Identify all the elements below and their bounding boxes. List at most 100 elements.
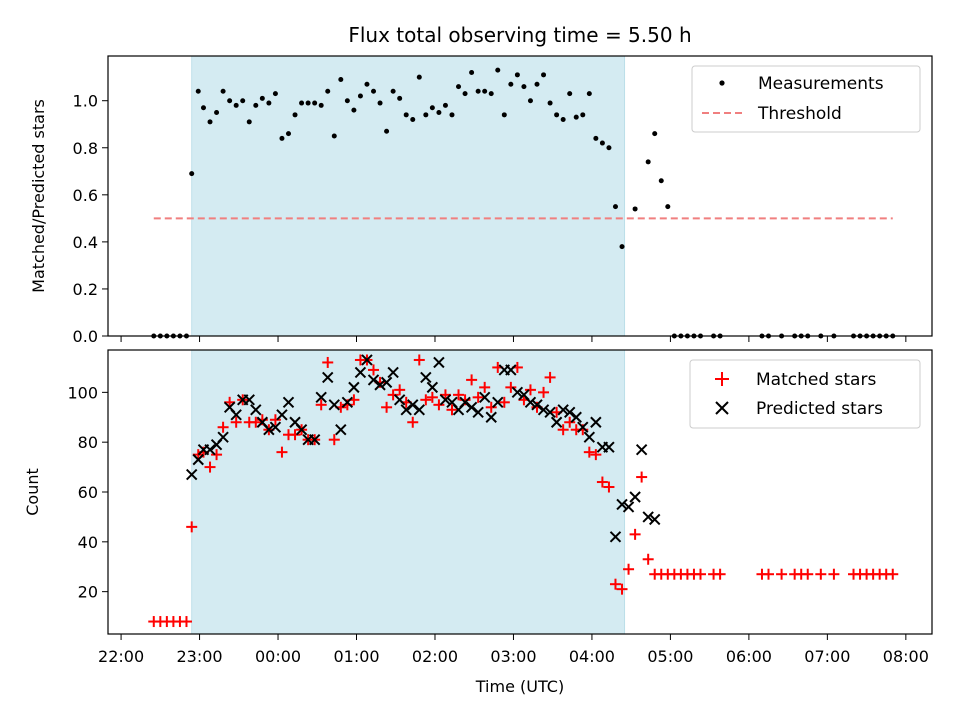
matched-star-point — [322, 356, 334, 368]
predicted-x-b — [433, 356, 445, 369]
predicted-star-point — [459, 396, 471, 409]
measurement-point — [514, 72, 520, 78]
top-y-axis-label: Matched/Predicted stars — [29, 99, 48, 293]
predicted-x-b — [295, 424, 308, 436]
predicted-star-point — [230, 409, 242, 421]
matched-star-point — [217, 421, 229, 433]
predicted-x-b — [544, 406, 556, 418]
matched-star-point — [466, 374, 478, 386]
measurement-point — [416, 74, 422, 80]
matched-star-point — [413, 354, 425, 366]
matched-star-point — [505, 381, 517, 393]
predicted-star-point — [269, 421, 282, 433]
predicted-x-b — [609, 531, 622, 543]
predicted-x-b — [380, 376, 393, 389]
matched-star-point — [479, 381, 491, 393]
matched-star-point — [328, 434, 340, 446]
predicted-x-b — [465, 401, 478, 414]
matched-star-point — [616, 583, 628, 595]
predicted-x-b — [459, 396, 471, 409]
matched-star-point — [426, 391, 438, 403]
predicted-star-point — [478, 391, 491, 404]
measurement-point — [645, 159, 651, 165]
matched-star-point — [636, 471, 648, 483]
measurement-point — [410, 117, 416, 123]
bottom-y-tick-label: 20 — [78, 583, 98, 602]
predicted-x-b — [550, 416, 563, 428]
top-shaded-interval-layer — [191, 55, 626, 337]
predicted-x-b — [439, 394, 452, 406]
measurement-point — [567, 91, 573, 97]
measurement-point — [272, 91, 278, 97]
measurement-point — [403, 112, 409, 118]
measurement-point — [240, 98, 246, 104]
predicted-x-b — [557, 404, 569, 416]
predicted-x-b — [426, 381, 439, 394]
predicted-x-b — [478, 391, 491, 404]
measurement-point — [554, 112, 560, 118]
measurement-point — [227, 98, 233, 104]
matched-star-point — [609, 578, 621, 590]
matched-star-point — [603, 481, 615, 493]
matched-star-point — [250, 416, 262, 428]
measurement-point — [632, 206, 638, 212]
measurement-point — [508, 81, 514, 87]
measurement-point — [652, 131, 658, 137]
predicted-x-b — [217, 431, 229, 443]
measurement-point — [619, 244, 625, 250]
measurement-point — [351, 107, 357, 113]
measurement-point — [220, 88, 226, 94]
predicted-star-point — [400, 404, 412, 416]
predicted-star-point — [590, 416, 602, 428]
matched-star-point — [590, 449, 602, 461]
predicted-star-point — [361, 354, 373, 366]
predicted-x-b — [570, 411, 582, 423]
matched-star-point — [524, 384, 536, 396]
predicted-x-b — [223, 401, 236, 414]
predicted-x-b — [511, 386, 524, 399]
measurement-point — [299, 100, 305, 106]
bottom-legend: Matched stars Predicted stars — [689, 359, 921, 429]
predicted-x-b — [583, 431, 596, 443]
measurement-point — [259, 95, 265, 101]
predicted-star-point — [348, 381, 360, 394]
predicted-star-point — [511, 386, 524, 399]
top-measurement-points — [151, 67, 896, 339]
legend-predicted-label: Predicted stars — [756, 399, 883, 419]
predicted-x-b — [393, 394, 406, 406]
top-panel: 0.0 0.2 0.4 0.6 0.8 1.0 Matched/Predicted sta… — [29, 55, 933, 346]
predicted-star-point — [263, 424, 275, 436]
measurement-point — [325, 88, 331, 94]
predicted-x-b — [186, 468, 198, 481]
matched-star-point — [828, 568, 840, 580]
predicted-x-b — [243, 394, 255, 406]
measurement-point — [593, 135, 599, 141]
measurement-point — [573, 114, 579, 120]
predicted-x-b — [263, 424, 275, 436]
matched-star-point — [629, 528, 641, 540]
x-tick-label: 07:00 — [804, 647, 850, 666]
matched-star-point — [887, 568, 899, 580]
predicted-x-b — [367, 374, 380, 386]
predicted-star-point — [192, 453, 204, 466]
measurement-point — [233, 102, 239, 108]
predicted-x-b — [276, 409, 288, 421]
predicted-star-point — [563, 406, 576, 418]
bottom-panel: 20 40 60 80 100 22:00 23:00 00:00 01:00 02:00 03:… — [23, 349, 933, 696]
bottom-predicted-points — [186, 354, 661, 543]
measurement-point — [364, 81, 370, 87]
predicted-x-b — [505, 364, 517, 376]
predicted-x-b — [341, 396, 354, 409]
measurement-point — [266, 100, 272, 106]
measurement-point — [658, 178, 664, 184]
measurement-point — [207, 119, 213, 125]
x-tick-label: 02:00 — [412, 647, 458, 666]
measurement-point — [331, 133, 337, 139]
predicted-x-b — [400, 404, 412, 416]
predicted-x-b — [649, 513, 661, 526]
predicted-star-point — [583, 431, 596, 443]
measurement-point — [279, 135, 285, 141]
measurement-point — [390, 88, 396, 94]
matched-star-point — [472, 391, 484, 403]
predicted-star-point — [413, 404, 425, 416]
